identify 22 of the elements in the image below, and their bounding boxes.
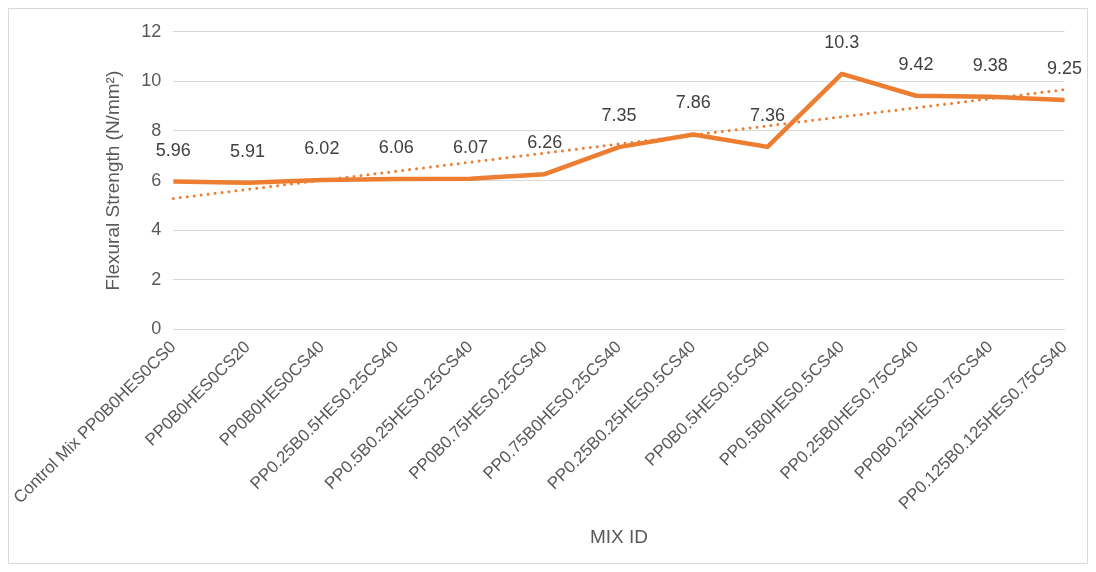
data-label: 6.02 xyxy=(304,138,340,159)
data-label: 7.36 xyxy=(749,104,786,125)
y-tick-label: 6 xyxy=(151,169,162,190)
data-label: 6.06 xyxy=(378,137,414,158)
data-label: 10.3 xyxy=(824,31,860,52)
y-tick-label: 10 xyxy=(141,70,162,91)
data-label: 6.26 xyxy=(527,132,563,153)
data-label: 9.25 xyxy=(1047,57,1083,78)
y-tick-label: 4 xyxy=(151,219,162,240)
data-label: 9.38 xyxy=(972,54,1008,75)
y-tick-label: 2 xyxy=(151,268,162,289)
data-label: 5.91 xyxy=(230,140,266,161)
data-label: 7.35 xyxy=(601,105,637,126)
data-label: 6.07 xyxy=(452,136,488,157)
y-tick-label: 12 xyxy=(141,20,162,41)
data-label: 5.96 xyxy=(155,139,191,160)
data-label: 9.42 xyxy=(898,53,934,74)
y-axis-title: Flexural Strength (N/mm²) xyxy=(102,70,124,291)
data-label: 7.86 xyxy=(675,92,711,113)
x-axis-title: MIX ID xyxy=(589,525,648,547)
y-tick-label: 0 xyxy=(151,318,162,339)
y-tick-label: 8 xyxy=(151,119,162,140)
